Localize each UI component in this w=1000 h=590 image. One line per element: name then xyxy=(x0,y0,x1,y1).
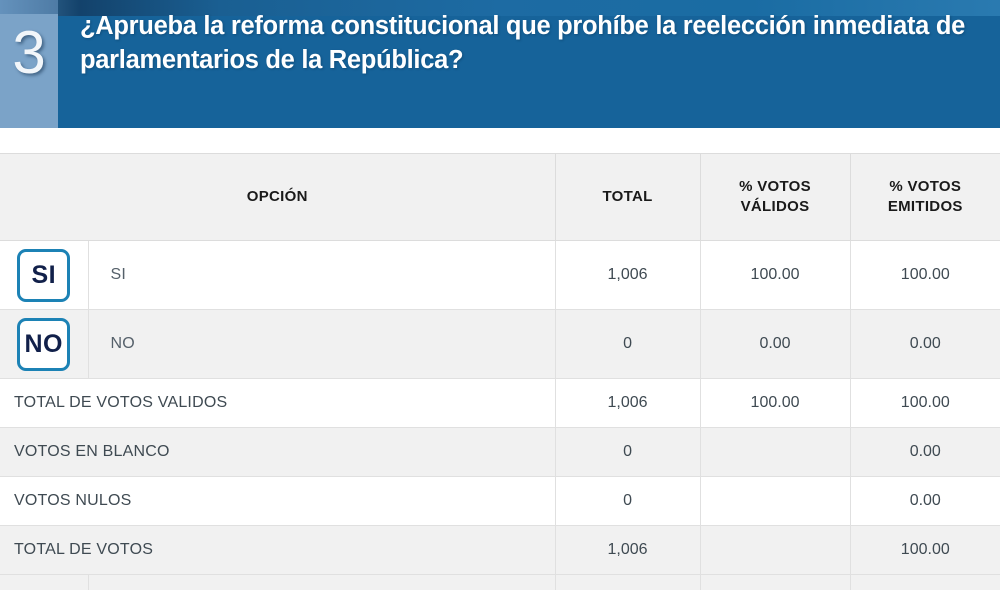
question-header-banner: 3 ¿Aprueba la reforma constitucional que… xyxy=(0,0,1000,128)
cell-emitted-pct-si: 100.00 xyxy=(850,240,1000,310)
cell-label-no: NO xyxy=(88,309,556,379)
cell-total-total-de-votos: 1,006 xyxy=(555,525,701,575)
cell-valid-pct-total-de-votos xyxy=(700,525,851,575)
table-row-total-votos-validos: TOTAL DE VOTOS VALIDOS 1,006 100.00 100.… xyxy=(0,378,1000,428)
question-number: 3 xyxy=(12,19,46,86)
table-header-row: OPCIÓN TOTAL % VOTOS VÁLIDOS % VOTOS EMI… xyxy=(0,153,1000,241)
question-number-panel: 3 xyxy=(0,0,58,128)
cell-emitted-pct-votos-en-blanco: 0.00 xyxy=(850,427,1000,477)
si-vote-icon: SI xyxy=(17,248,71,302)
column-divider xyxy=(555,575,556,590)
cell-valid-pct-votos-nulos xyxy=(700,476,851,526)
cell-label-total-de-votos: TOTAL DE VOTOS xyxy=(0,525,556,575)
cell-total-no: 0 xyxy=(555,309,701,379)
cell-label-total-votos-validos: TOTAL DE VOTOS VALIDOS xyxy=(0,378,556,428)
cell-valid-pct-no: 0.00 xyxy=(700,309,851,379)
cell-valid-pct-si: 100.00 xyxy=(700,240,851,310)
cell-total-total-votos-validos: 1,006 xyxy=(555,378,701,428)
cell-emitted-pct-total-votos-validos: 100.00 xyxy=(850,378,1000,428)
table-header: OPCIÓN TOTAL % VOTOS VÁLIDOS % VOTOS EMI… xyxy=(0,153,1000,241)
table-row-partial-clipped xyxy=(0,574,1000,590)
cell-emitted-pct-total-de-votos: 100.00 xyxy=(850,525,1000,575)
cell-label-votos-nulos: VOTOS NULOS xyxy=(0,476,556,526)
cell-emitted-pct-votos-nulos: 0.00 xyxy=(850,476,1000,526)
column-divider xyxy=(88,575,89,590)
cell-label-si: SI xyxy=(88,240,556,310)
cell-icon-si: SI xyxy=(0,240,89,310)
no-vote-icon: NO xyxy=(17,317,71,371)
table-row-total-de-votos: TOTAL DE VOTOS 1,006 100.00 xyxy=(0,525,1000,575)
table-row-option-si: SI SI 1,006 100.00 100.00 xyxy=(0,240,1000,310)
results-table: OPCIÓN TOTAL % VOTOS VÁLIDOS % VOTOS EMI… xyxy=(0,153,1000,575)
column-header-total: TOTAL xyxy=(555,153,701,241)
cell-total-si: 1,006 xyxy=(555,240,701,310)
table-row-votos-nulos: VOTOS NULOS 0 0.00 xyxy=(0,476,1000,526)
cell-emitted-pct-no: 0.00 xyxy=(850,309,1000,379)
cell-label-votos-en-blanco: VOTOS EN BLANCO xyxy=(0,427,556,477)
column-header-opcion: OPCIÓN xyxy=(0,153,556,241)
cell-icon-no: NO xyxy=(0,309,89,379)
cell-total-votos-en-blanco: 0 xyxy=(555,427,701,477)
table-row-option-no: NO NO 0 0.00 0.00 xyxy=(0,309,1000,379)
column-divider xyxy=(700,575,701,590)
column-header-votos-validos: % VOTOS VÁLIDOS xyxy=(700,153,851,241)
column-divider xyxy=(850,575,851,590)
cell-valid-pct-votos-en-blanco xyxy=(700,427,851,477)
column-header-votos-emitidos: % VOTOS EMITIDOS xyxy=(850,153,1000,241)
table-body: SI SI 1,006 100.00 100.00 NO NO 0 0.00 0… xyxy=(0,240,1000,575)
table-row-votos-en-blanco: VOTOS EN BLANCO 0 0.00 xyxy=(0,427,1000,477)
cell-total-votos-nulos: 0 xyxy=(555,476,701,526)
question-text: ¿Aprueba la reforma constitucional que p… xyxy=(80,12,965,74)
cell-valid-pct-total-votos-validos: 100.00 xyxy=(700,378,851,428)
